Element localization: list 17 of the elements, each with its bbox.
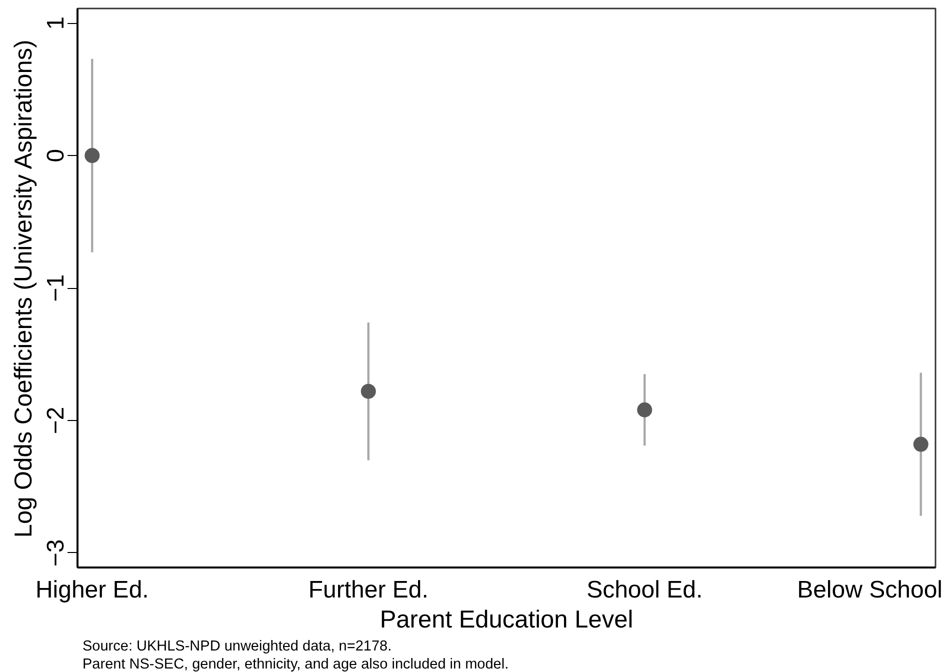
point	[84, 148, 100, 164]
y-axis-title: Log Odds Coefficients (University Aspirations)	[10, 40, 38, 538]
point	[360, 384, 376, 399]
x-tick-label: Further Ed.	[308, 576, 428, 604]
point	[913, 436, 928, 452]
y-tick-label: −1	[42, 274, 70, 302]
y-tick-label: 1	[42, 16, 70, 30]
x-axis-title: Parent Education Level	[380, 606, 634, 634]
text: Parent NS-SEC, gender, ethnicity, and age also included in model.	[82, 656, 509, 672]
x-tick-label: School Ed.	[586, 576, 703, 604]
x-tick-label: Higher Ed.	[35, 576, 149, 604]
y-tick-label: 0	[42, 148, 70, 162]
source-note: Source: UKHLS-NPD unweighted data, n=2178.	[82, 638, 392, 654]
x-tick-label: Below School	[797, 576, 942, 604]
point	[637, 402, 652, 418]
y-tick-label: −3	[42, 539, 70, 567]
y-tick-label: −2	[42, 406, 70, 434]
